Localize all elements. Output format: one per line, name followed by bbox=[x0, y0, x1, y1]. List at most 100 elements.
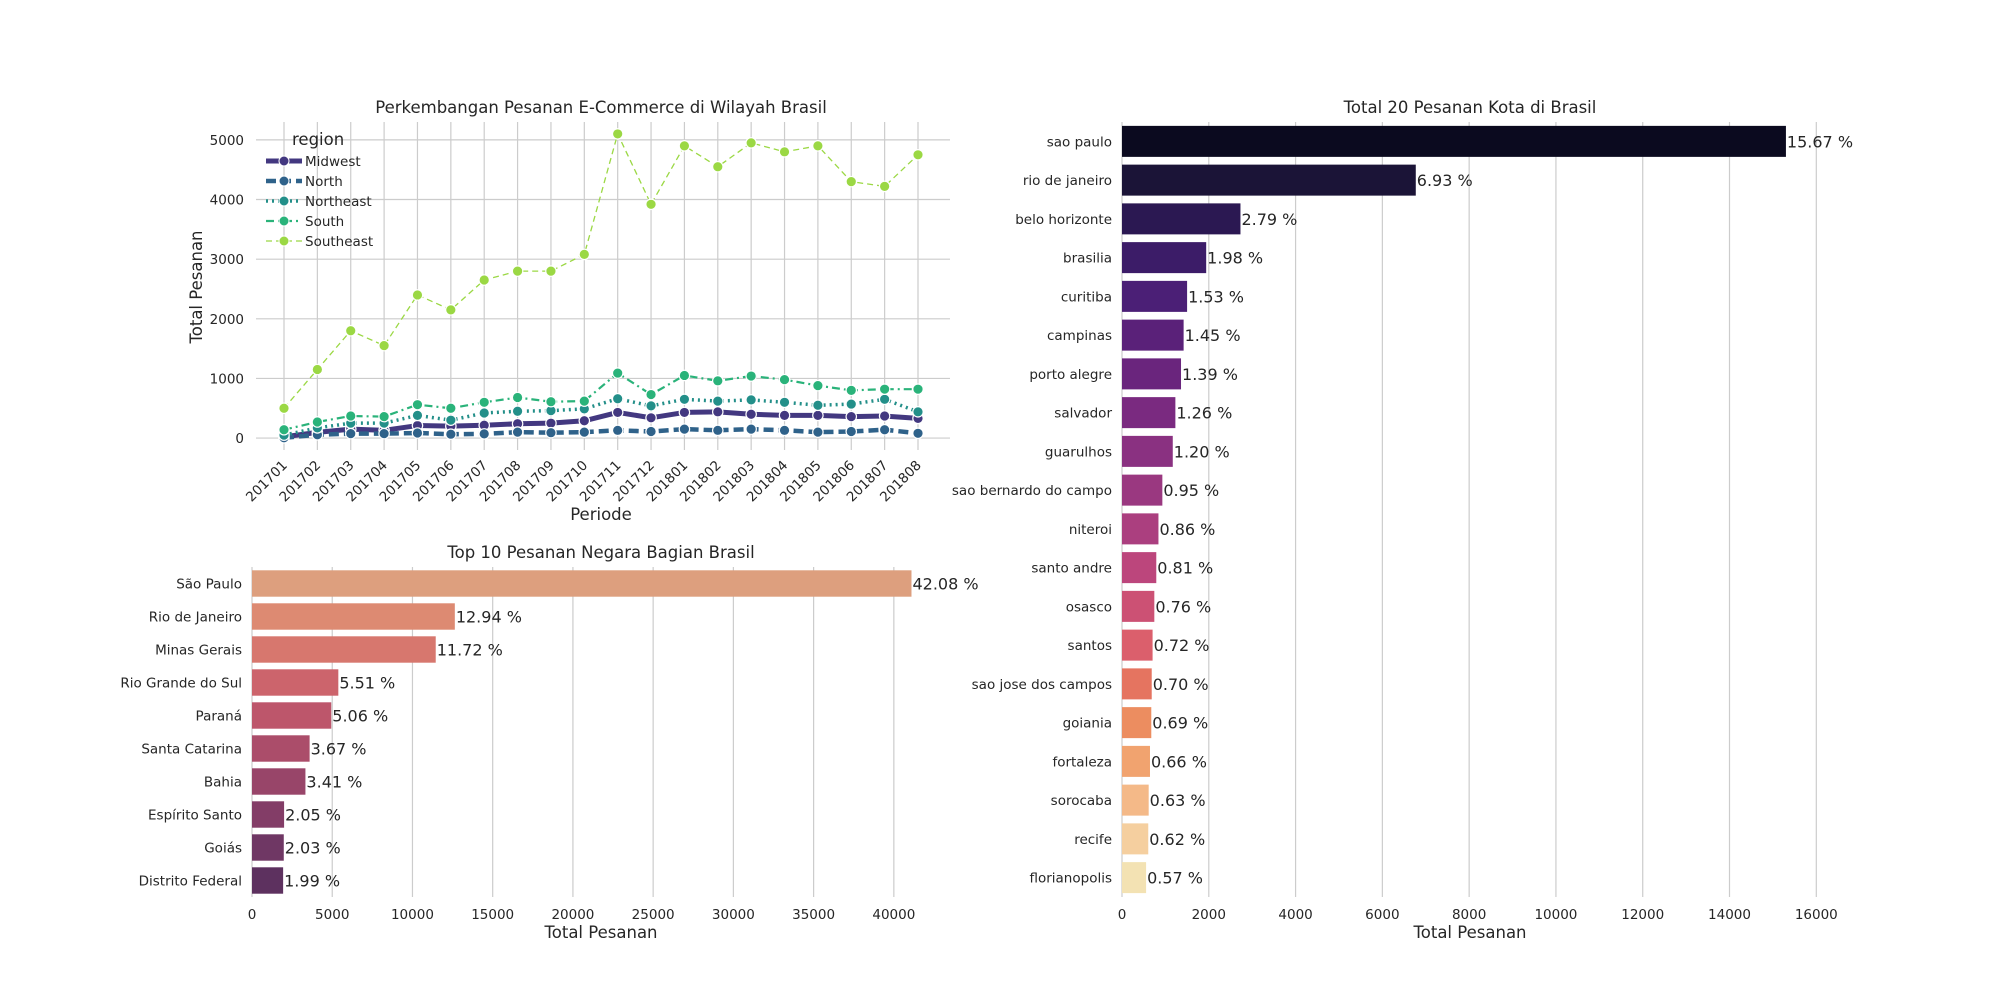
state-category-label: Paraná bbox=[196, 709, 242, 725]
city-category-label: curitiba bbox=[1061, 289, 1112, 305]
state-category-label: Espírito Santo bbox=[148, 808, 242, 824]
city-category-label: niteroi bbox=[1069, 522, 1112, 538]
series-point-northeast bbox=[711, 395, 724, 407]
city-value-label: 0.76 % bbox=[1155, 597, 1211, 616]
city-category-label: sao bernardo do campo bbox=[952, 483, 1112, 499]
state-bar bbox=[252, 768, 306, 795]
city-value-label: 1.45 % bbox=[1185, 326, 1241, 345]
series-point-midwest bbox=[878, 410, 891, 422]
series-point-south bbox=[711, 375, 724, 387]
series-point-north bbox=[344, 427, 357, 440]
state-category-label: Rio Grande do Sul bbox=[120, 676, 242, 692]
series-point-southeast bbox=[378, 339, 390, 352]
series-point-midwest bbox=[611, 406, 624, 419]
line-chart-series bbox=[278, 128, 924, 444]
city-value-label: 0.69 % bbox=[1152, 714, 1208, 733]
city-category-label: goiania bbox=[1063, 716, 1112, 732]
legend-label-northeast: Northeast bbox=[305, 194, 372, 210]
series-point-south bbox=[278, 423, 290, 436]
state-value-label: 2.03 % bbox=[285, 839, 341, 858]
series-point-south bbox=[378, 410, 390, 423]
series-point-south bbox=[778, 373, 791, 386]
state-value-label: 3.67 % bbox=[311, 740, 367, 759]
series-point-midwest bbox=[545, 417, 557, 429]
series-point-midwest bbox=[745, 408, 757, 421]
series-point-midwest bbox=[645, 411, 657, 424]
legend-marker-southeast bbox=[278, 235, 290, 247]
series-point-southeast bbox=[711, 160, 724, 173]
series-point-north bbox=[812, 426, 824, 438]
state-x-tick-label: 35000 bbox=[792, 907, 835, 923]
city-category-label: santo andre bbox=[1031, 561, 1112, 577]
state-value-label: 12.94 % bbox=[456, 608, 522, 627]
series-point-south bbox=[845, 384, 858, 397]
series-point-south bbox=[745, 370, 757, 382]
legend-marker-north bbox=[278, 175, 290, 187]
city-bar bbox=[1122, 552, 1157, 584]
cities-chart-grid bbox=[1121, 122, 1817, 897]
city-value-label: 6.93 % bbox=[1417, 171, 1473, 190]
state-category-label: Rio de Janeiro bbox=[149, 610, 242, 626]
city-category-label: campinas bbox=[1047, 328, 1112, 344]
city-x-tick-label: 10000 bbox=[1534, 907, 1577, 923]
series-point-southeast bbox=[745, 137, 757, 149]
state-x-tick-label: 20000 bbox=[551, 907, 594, 923]
y-tick-label: 1000 bbox=[210, 371, 244, 387]
state-value-label: 42.08 % bbox=[912, 575, 978, 594]
series-point-north bbox=[511, 426, 524, 438]
states-chart-ticks: 0 5000 10000 15000 20000 25000 30000 35000 40000… bbox=[120, 577, 915, 924]
series-point-southeast bbox=[878, 180, 891, 193]
city-bar bbox=[1122, 435, 1173, 467]
series-point-southeast bbox=[578, 248, 591, 261]
city-value-label: 1.53 % bbox=[1188, 287, 1244, 306]
series-point-southeast bbox=[445, 304, 457, 316]
series-point-northeast bbox=[845, 398, 858, 410]
series-point-north bbox=[578, 426, 591, 438]
cities-chart-ticks: 0 2000 4000 6000 8000 10000 12000 14000 16000 sao… bbox=[952, 134, 1838, 923]
state-bar bbox=[252, 735, 310, 762]
city-category-label: porto alegre bbox=[1029, 367, 1112, 383]
city-x-tick-label: 12000 bbox=[1621, 907, 1664, 923]
state-bar bbox=[252, 867, 284, 894]
state-bar bbox=[252, 669, 339, 696]
series-point-southeast bbox=[845, 175, 858, 188]
city-bar bbox=[1122, 242, 1207, 274]
series-point-north bbox=[845, 425, 858, 438]
state-x-tick-label: 25000 bbox=[632, 907, 675, 923]
series-point-north bbox=[912, 427, 924, 440]
series-point-south bbox=[545, 395, 557, 408]
city-category-label: santos bbox=[1068, 638, 1112, 654]
series-point-north bbox=[611, 424, 624, 437]
city-category-label: belo horizonte bbox=[1015, 212, 1112, 228]
city-bar bbox=[1122, 358, 1182, 390]
city-value-label: 0.66 % bbox=[1151, 752, 1207, 771]
state-value-label: 3.41 % bbox=[306, 773, 362, 792]
series-point-southeast bbox=[645, 198, 657, 211]
state-bar bbox=[252, 801, 285, 828]
series-point-midwest bbox=[812, 409, 824, 422]
line-chart-panel: Perkembangan Pesanan E-Commerce di Wilay… bbox=[187, 98, 950, 524]
city-value-label: 0.63 % bbox=[1150, 791, 1206, 810]
state-category-label: Distrito Federal bbox=[139, 874, 242, 890]
city-category-label: sao jose dos campos bbox=[972, 677, 1112, 693]
series-point-northeast bbox=[511, 405, 524, 418]
series-point-north bbox=[745, 423, 757, 435]
series-line-southeast bbox=[283, 133, 919, 409]
line-chart-title: Perkembangan Pesanan E-Commerce di Wilay… bbox=[375, 98, 827, 117]
cities-chart-xlabel: Total Pesanan bbox=[1412, 923, 1526, 942]
line-chart-grid bbox=[256, 122, 950, 450]
legend-marker-midwest bbox=[278, 155, 290, 167]
state-bar bbox=[252, 570, 912, 597]
series-point-south bbox=[812, 379, 824, 392]
city-bar bbox=[1122, 164, 1416, 196]
city-value-label: 1.98 % bbox=[1207, 249, 1263, 268]
legend-label-south: South bbox=[305, 214, 344, 230]
series-point-northeast bbox=[411, 409, 424, 422]
series-point-southeast bbox=[278, 402, 290, 415]
city-x-tick-label: 8000 bbox=[1452, 907, 1486, 923]
series-point-south bbox=[878, 383, 891, 395]
series-point-north bbox=[411, 427, 424, 439]
city-value-label: 0.95 % bbox=[1163, 481, 1219, 500]
states-chart-xlabel: Total Pesanan bbox=[543, 923, 657, 942]
